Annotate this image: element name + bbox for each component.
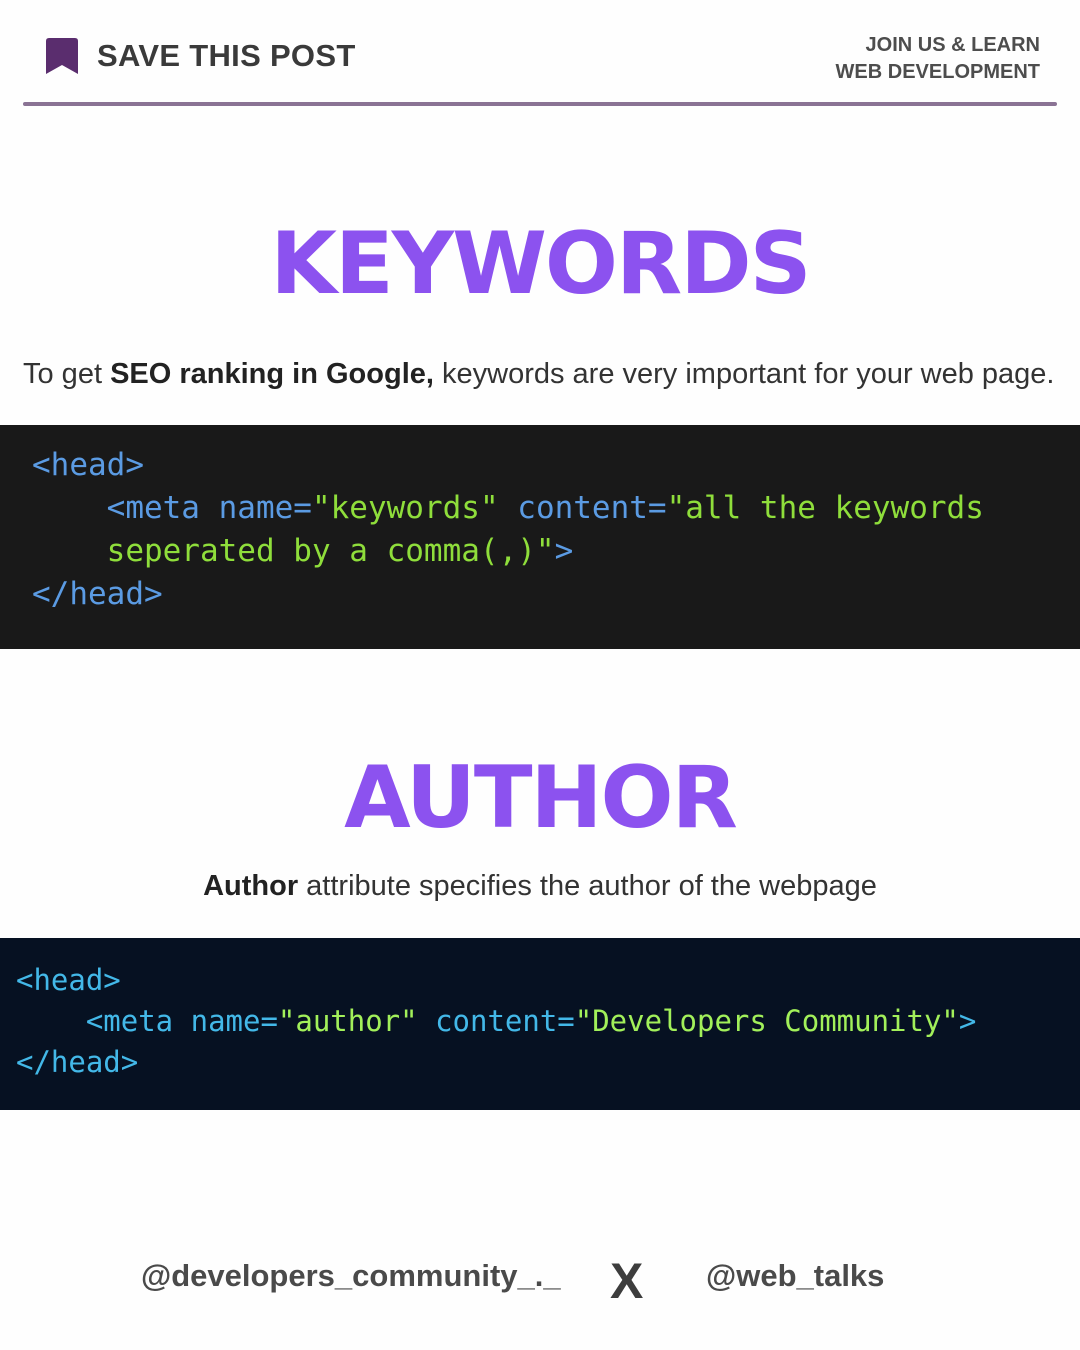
code-line: <head> xyxy=(16,960,1080,1001)
save-post-label: SAVE THIS POST xyxy=(97,38,356,73)
code-tag: <head> xyxy=(16,963,121,997)
join-us-text: JOIN US & LEARN WEB DEVELOPMENT xyxy=(836,32,1040,86)
code-string: "Developers Community" xyxy=(574,1004,959,1038)
header-divider xyxy=(23,102,1057,106)
code-string: "author" xyxy=(277,1004,418,1038)
join-line-1: JOIN US & LEARN xyxy=(865,34,1040,56)
code-attr: content= xyxy=(517,490,667,526)
join-line-2: WEB DEVELOPMENT xyxy=(835,61,1040,83)
code-line: <meta name="keywords" content="all the k… xyxy=(32,487,1080,530)
post-header: SAVE THIS POST JOIN US & LEARN WEB DEVEL… xyxy=(0,0,1080,110)
code-tag: <meta xyxy=(106,490,219,526)
code-attr: content= xyxy=(435,1004,575,1038)
bookmark-icon xyxy=(46,38,78,74)
code-string: "keywords" xyxy=(311,490,499,526)
desc-bold: SEO ranking in Google, xyxy=(110,358,434,390)
code-line: </head> xyxy=(32,573,1080,616)
code-line: </head> xyxy=(16,1042,1080,1083)
collab-separator: X xyxy=(610,1253,644,1309)
author-title: AUTHOR xyxy=(344,748,738,848)
code-line: <meta name="author" content="Developers … xyxy=(16,1001,1080,1042)
code-tag: > xyxy=(958,1004,977,1038)
code-line: seperated by a comma(,)"> xyxy=(32,530,1080,573)
desc-text: attribute specifies the author of the we… xyxy=(298,870,877,902)
code-tag: <meta xyxy=(85,1004,191,1038)
desc-text: keywords are very important for your web… xyxy=(433,358,1055,390)
keywords-description: To get SEO ranking in Google, keywords a… xyxy=(0,358,1080,391)
desc-text: To get xyxy=(23,358,111,390)
code-string: seperated by a comma(,)" xyxy=(106,533,555,569)
save-post-callout: SAVE THIS POST xyxy=(46,38,356,74)
author-description: Author attribute specifies the author of… xyxy=(0,870,1080,903)
code-attr: name= xyxy=(190,1004,278,1038)
code-tag: > xyxy=(554,533,574,569)
code-tag: <head> xyxy=(32,447,144,483)
developers-community-handle[interactable]: @developers_community_._ xyxy=(141,1258,561,1293)
code-attr: name= xyxy=(218,490,312,526)
keywords-title: KEYWORDS xyxy=(270,214,811,314)
code-line: <head> xyxy=(32,444,1080,487)
author-code-block: <head> <meta name="author" content="Deve… xyxy=(0,938,1080,1110)
keywords-code-block: <head> <meta name="keywords" content="al… xyxy=(0,425,1080,649)
code-string: "all the keywords xyxy=(666,490,984,526)
desc-bold: Author xyxy=(203,870,299,902)
footer-handles: @developers_community_._ X @web_talks xyxy=(0,1253,1080,1309)
code-tag: </head> xyxy=(16,1045,139,1079)
web-talks-handle[interactable]: @web_talks xyxy=(706,1258,885,1293)
code-tag: </head> xyxy=(32,576,163,612)
